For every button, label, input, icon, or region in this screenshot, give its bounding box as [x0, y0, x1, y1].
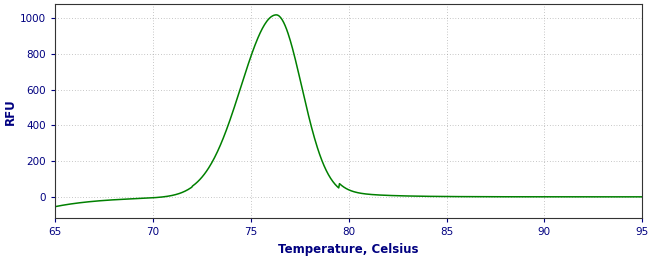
- X-axis label: Temperature, Celsius: Temperature, Celsius: [278, 243, 419, 256]
- Y-axis label: RFU: RFU: [4, 98, 17, 125]
